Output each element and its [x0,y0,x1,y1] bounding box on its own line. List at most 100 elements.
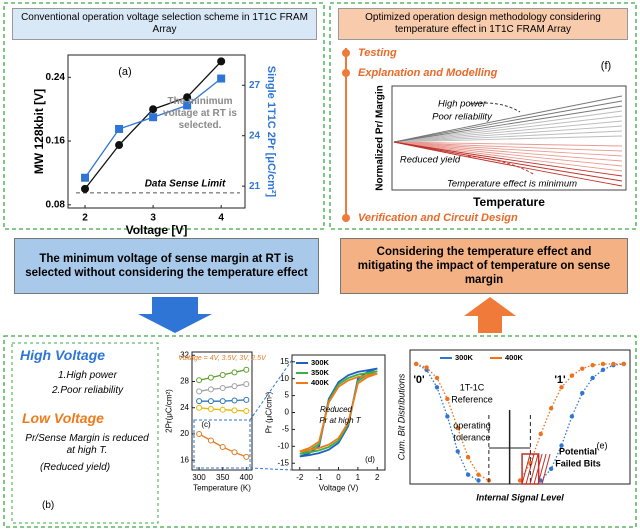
y-tick-label: 10 [280,374,289,383]
x-axis-label: Internal Signal Level [476,492,564,502]
annotation: The minimum voltage at RT is selected. [163,96,237,131]
curve [393,141,623,147]
point [231,449,238,456]
point [548,406,554,411]
x-axis-label: Voltage (V) [319,484,359,493]
point [465,455,471,460]
legend-label: 300K [311,358,330,367]
annotation: Voltage = 4V, 3.5V, 3V, 2.5V [178,355,267,362]
right-summary: Considering the temperature effect and m… [340,238,628,294]
point [569,373,575,378]
x-tick-label: 1 [356,473,361,482]
point [517,478,523,483]
point [207,386,214,393]
hatch [529,453,539,485]
point [559,443,564,448]
hatch [541,453,551,485]
x-tick-label: 2 [82,213,88,224]
annotation: Reduced yield [400,155,461,166]
y-tick-label: -5 [282,425,290,434]
annotation: Potential [559,446,597,456]
point [434,385,440,390]
arrow [467,155,536,176]
point [590,375,595,381]
curve [393,95,623,143]
x-tick-label: 2 [375,473,380,482]
y2-tick-label: 24 [249,130,261,141]
y-axis-label: 2Pr(μC/cm²) [165,389,174,433]
y-tick-label: 16 [180,455,189,464]
y-tick-label: 32 [180,350,189,359]
low-voltage-note: (Reduced yield) [40,462,111,473]
point [424,365,429,370]
point [81,184,90,193]
point [217,57,226,66]
y2-tick-label: 27 [249,80,261,91]
point [196,430,203,437]
connector [249,467,293,471]
up-arrow [464,297,516,333]
annotation: tolerance [453,432,490,442]
list-item: 2.Poor reliability [52,385,124,396]
step-label: Verification and Circuit Design [358,212,518,224]
annotation: High power [438,99,487,110]
point [217,74,226,83]
curve [393,141,623,172]
hatch [525,453,535,485]
highlight-box [193,419,251,469]
step-dot [342,69,350,77]
y-tick-label: 24 [180,403,189,412]
curve [393,135,623,143]
plot-frame [67,54,246,209]
legend-label: 300K [455,353,474,362]
y-axis-label: Cum. Bit Distributions [396,373,406,460]
point [207,437,214,444]
point [231,369,238,376]
x-tick-label: 300 [192,473,206,482]
y-tick-label: 5 [285,391,290,400]
plot-frame [391,85,627,191]
y-axis-label: Normalized Pr/ Margin [375,85,386,191]
annotation: '1' [554,374,566,386]
point [183,93,192,102]
annotation: (a) [118,66,131,78]
y-tick-label: 0 [285,408,290,417]
left-header: Conventional operation voltage selection… [12,8,317,40]
point [538,431,543,437]
y-tick-label: 20 [180,429,189,438]
y-tick-label: -15 [277,458,289,467]
legend-label: 400K [311,378,330,387]
hatch [537,453,547,485]
annotation: '0' [413,374,425,386]
point [196,398,203,405]
step-label: Testing [358,47,397,59]
y-axis-label: MW 128kbit [V] [32,89,46,174]
annotation: Temperature effect is minimum [447,179,577,190]
annotation: Reference [451,394,493,404]
point [149,105,158,114]
point [219,371,226,378]
curve [393,141,623,167]
point [465,472,471,477]
step-dot [342,214,350,222]
point [207,374,214,381]
panel-label: (f) [601,60,611,72]
down-arrow [138,297,212,333]
point [115,141,124,150]
legend-label: 350K [311,368,330,377]
annotation: Failed Bits [555,458,601,468]
point [219,406,226,413]
right-header: Optimized operation design methodology c… [338,8,628,40]
x-axis-label: Temperature [473,195,545,209]
annotation: (c) [201,420,211,429]
curve [393,141,623,177]
low-voltage-title: Low Voltage [22,410,104,426]
curve [393,125,623,143]
point [231,383,238,390]
x-axis-label: Voltage [V] [126,223,188,237]
series-line [299,372,378,453]
annotation: (d) [365,455,375,464]
point [196,404,203,411]
